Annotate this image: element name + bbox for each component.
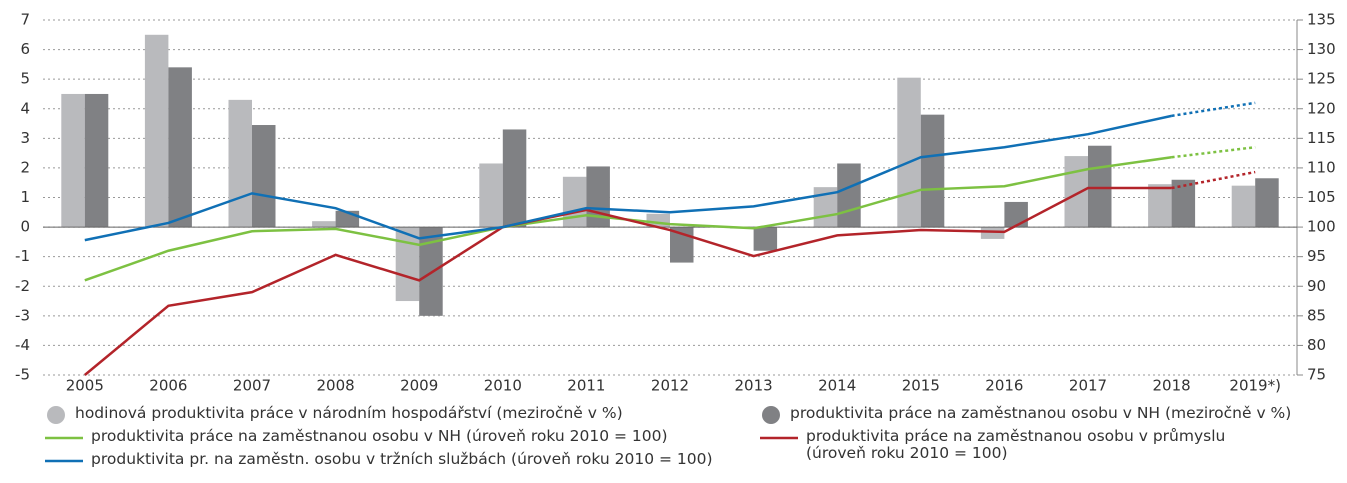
y2-tick-label: 115 [1307, 129, 1336, 147]
line [84, 114, 1172, 242]
line-projection [1171, 145, 1256, 159]
bar [1148, 184, 1172, 228]
y-tick-label: -4 [15, 336, 30, 354]
legend-item: produktivita pr. na zaměstn. osobu v trž… [45, 451, 745, 470]
bar [1004, 201, 1028, 228]
legend-swatch [762, 406, 780, 424]
legend-label: produktivita práce na zaměstnanou osobu … [790, 404, 1292, 422]
x-tick-label: 2011 [567, 377, 605, 395]
x-tick-label: 2014 [818, 377, 856, 395]
bar [562, 176, 587, 228]
y-tick-label: 0 [20, 218, 30, 236]
legend-label: produktivita práce na zaměstnanou osobu … [91, 427, 668, 445]
legend-item: produktivita práce na zaměstnanou osobu … [760, 405, 1330, 424]
y-tick-label: -3 [15, 306, 30, 324]
y-tick-label: 4 [20, 99, 30, 117]
x-tick-label: 2006 [149, 377, 187, 395]
x-tick-label: 2018 [1153, 377, 1191, 395]
y-tick-label: 1 [20, 188, 30, 206]
bar [897, 77, 921, 228]
bar [837, 163, 861, 228]
y2-tick-label: 135 [1307, 11, 1336, 29]
legend-label: produktivita práce na zaměstnanou osobu … [806, 427, 1226, 462]
line-projection [1171, 170, 1256, 190]
y-tick-label: -5 [15, 366, 30, 384]
y2-tick-label: 125 [1307, 70, 1336, 88]
bar [312, 221, 336, 228]
x-tick-label: 2008 [317, 377, 355, 395]
chart: -5 -4 -3 -2 -1 0 1 2 3 4 5 6 7 75 80 85 90 95 100 105 110 115… [15, 11, 1336, 395]
legend-marker [47, 406, 65, 424]
bar [61, 93, 85, 228]
y2-tick-label: 100 [1307, 218, 1336, 236]
x-tick-label: 2015 [902, 377, 940, 395]
x-tick-label: 2017 [1069, 377, 1107, 395]
legend-item: hodinová produktivita práce v národním h… [45, 405, 695, 424]
y2-tick-label: 120 [1307, 99, 1336, 117]
bar [228, 99, 252, 228]
bar [252, 125, 276, 228]
line-projection [1171, 101, 1256, 118]
y2-tick-label: 85 [1307, 306, 1326, 324]
x-tick-label: 2016 [985, 377, 1023, 395]
bar [1255, 178, 1279, 228]
x-tick-label: 2010 [484, 377, 522, 395]
y2-tick-label: 80 [1307, 336, 1326, 354]
bar [144, 34, 169, 228]
y2-tick-label: 90 [1307, 277, 1326, 295]
y2-tick-label: 110 [1307, 158, 1336, 176]
legend-item: produktivita práce na zaměstnanou osobu … [760, 428, 1240, 462]
y2-tick-label: 95 [1307, 247, 1326, 265]
legend-label: produktivita pr. na zaměstn. osobu v trž… [91, 450, 713, 468]
y-tick-label: 7 [20, 11, 30, 29]
x-tick-label: 2019*) [1229, 377, 1281, 395]
bar [395, 227, 420, 302]
y-tick-label: 2 [20, 158, 30, 176]
bar [753, 227, 778, 251]
y2-tick-label: 130 [1307, 40, 1336, 58]
legend-label: hodinová produktivita práce v národním h… [75, 404, 623, 422]
y2-tick-label: 75 [1307, 366, 1326, 384]
bar [502, 129, 527, 228]
legend-swatch [47, 406, 65, 424]
bar [980, 227, 1005, 239]
x-tick-label: 2012 [651, 377, 689, 395]
legend-swatch [760, 436, 798, 440]
legend-swatch [45, 459, 83, 463]
y-tick-label: -1 [15, 247, 30, 265]
bar [1088, 145, 1112, 228]
x-tick-label: 2013 [735, 377, 773, 395]
bar [84, 93, 109, 228]
bar [479, 163, 503, 228]
bar [168, 67, 192, 228]
bar [1064, 156, 1088, 228]
y-tick-label: 5 [20, 70, 30, 88]
legend-swatch [45, 436, 83, 440]
bar [1171, 179, 1196, 228]
bar [920, 114, 945, 228]
legend-marker [762, 406, 780, 424]
bar [1231, 185, 1256, 228]
x-tick-label: 2005 [66, 377, 104, 395]
y-tick-label: 6 [20, 40, 30, 58]
legend-item: produktivita práce na zaměstnanou osobu … [45, 428, 695, 447]
x-tick-label: 2007 [233, 377, 271, 395]
y-tick-label: 3 [20, 129, 30, 147]
y-tick-label: -2 [15, 277, 30, 295]
x-tick-label: 2009 [400, 377, 438, 395]
line [84, 186, 1172, 376]
y2-tick-label: 105 [1307, 188, 1336, 206]
